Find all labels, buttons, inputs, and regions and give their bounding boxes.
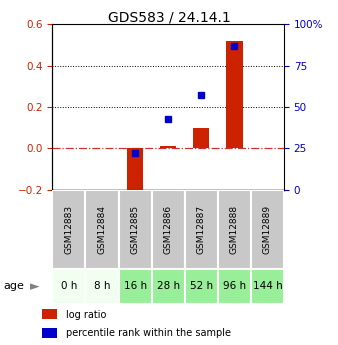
Text: percentile rank within the sample: percentile rank within the sample xyxy=(66,328,231,338)
Bar xyxy=(42,328,57,338)
Text: log ratio: log ratio xyxy=(66,310,106,320)
Bar xyxy=(42,309,57,319)
Text: GSM12888: GSM12888 xyxy=(230,205,239,254)
Text: 0 h: 0 h xyxy=(61,282,77,291)
Text: age: age xyxy=(3,282,24,291)
Bar xyxy=(226,41,243,148)
Bar xyxy=(218,269,251,304)
Text: GSM12887: GSM12887 xyxy=(197,205,206,254)
Bar xyxy=(218,190,251,269)
Bar xyxy=(160,146,176,148)
Bar xyxy=(185,269,218,304)
Bar xyxy=(185,190,218,269)
Text: 144 h: 144 h xyxy=(252,282,282,291)
Bar xyxy=(119,190,152,269)
Bar xyxy=(119,269,152,304)
Bar xyxy=(86,190,119,269)
Bar xyxy=(152,269,185,304)
Text: GDS583 / 24.14.1: GDS583 / 24.14.1 xyxy=(107,10,231,24)
Text: GSM12884: GSM12884 xyxy=(97,205,106,254)
Bar xyxy=(251,190,284,269)
Text: 52 h: 52 h xyxy=(190,282,213,291)
Text: 16 h: 16 h xyxy=(123,282,147,291)
Bar xyxy=(52,190,86,269)
Text: 8 h: 8 h xyxy=(94,282,110,291)
Text: GSM12886: GSM12886 xyxy=(164,205,173,254)
Text: 96 h: 96 h xyxy=(223,282,246,291)
Text: GSM12889: GSM12889 xyxy=(263,205,272,254)
Bar xyxy=(52,269,86,304)
Bar xyxy=(86,269,119,304)
Text: GSM12883: GSM12883 xyxy=(65,205,73,254)
Text: ►: ► xyxy=(30,280,40,293)
Bar xyxy=(127,148,143,196)
Text: 28 h: 28 h xyxy=(156,282,180,291)
Bar xyxy=(193,128,210,148)
Text: GSM12885: GSM12885 xyxy=(130,205,140,254)
Bar xyxy=(251,269,284,304)
Bar xyxy=(152,190,185,269)
